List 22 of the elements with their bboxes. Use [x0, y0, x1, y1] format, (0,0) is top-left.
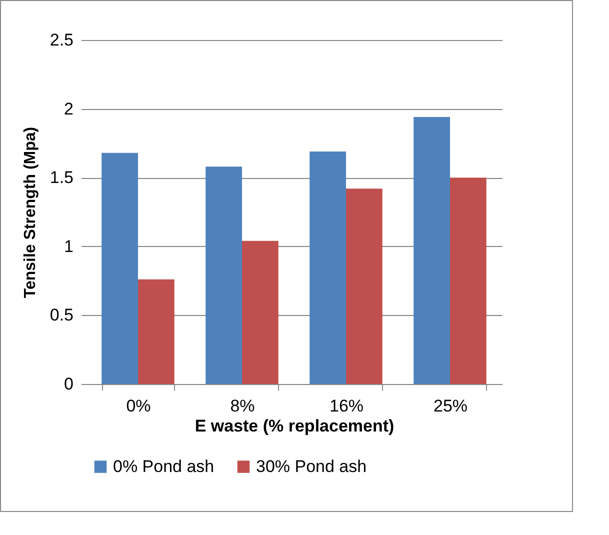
bar — [102, 152, 138, 384]
bar — [346, 188, 382, 384]
x-tick-label: 16% — [329, 396, 364, 416]
bar — [242, 240, 278, 384]
bar — [414, 117, 450, 384]
y-tick-label: 1.5 — [50, 168, 74, 188]
y-tick-label: 1 — [64, 236, 74, 256]
x-tick-label: 8% — [230, 396, 255, 416]
y-axis-title: Tensile Strength (Mpa) — [22, 126, 39, 298]
legend-label: 0% Pond ash — [113, 456, 214, 476]
y-tick-label: 0 — [64, 374, 74, 394]
bar — [310, 151, 346, 384]
bar — [450, 178, 486, 384]
x-tick-label: 25% — [433, 396, 468, 416]
x-axis-title: E waste (% replacement) — [194, 416, 394, 436]
y-tick-label: 0.5 — [50, 306, 74, 325]
bar — [206, 166, 242, 384]
y-tick-label: 2 — [64, 99, 74, 118]
legend-label: 30% Pond ash — [256, 456, 367, 476]
x-tick-label: 0% — [126, 396, 151, 416]
bar — [138, 279, 174, 384]
y-tick-label: 2.5 — [50, 30, 74, 50]
